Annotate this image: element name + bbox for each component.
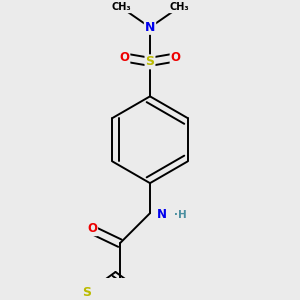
Text: O: O — [171, 51, 181, 64]
Text: S: S — [146, 56, 154, 68]
Text: ·H: ·H — [175, 210, 187, 220]
Text: N: N — [157, 208, 167, 221]
Text: N: N — [145, 21, 155, 34]
Text: CH₃: CH₃ — [169, 2, 189, 12]
Text: CH₃: CH₃ — [111, 2, 131, 12]
Text: S: S — [82, 286, 91, 299]
Text: O: O — [87, 222, 97, 235]
Text: O: O — [119, 51, 129, 64]
